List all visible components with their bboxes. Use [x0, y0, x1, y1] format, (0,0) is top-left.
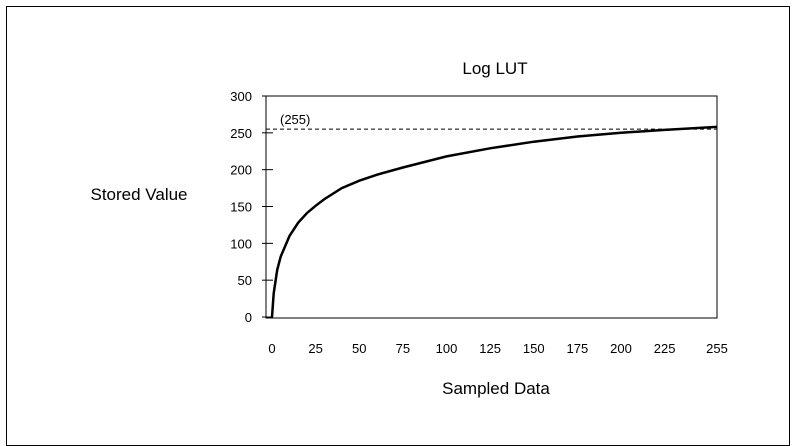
x-tick-label: 200 — [610, 341, 632, 356]
x-tick-label: 255 — [706, 341, 728, 356]
y-tick-label: 100 — [230, 236, 252, 251]
x-tick-label: 225 — [654, 341, 676, 356]
y-tick-label: 200 — [230, 163, 252, 178]
series-line — [270, 125, 718, 318]
chart-title: Log LUT — [462, 59, 527, 78]
y-tick-label: 50 — [238, 273, 252, 288]
y-axis-label: Stored Value — [90, 185, 187, 204]
y-tick-label: 250 — [230, 126, 252, 141]
x-tick-label: 125 — [479, 341, 501, 356]
x-tick-label: 25 — [308, 341, 322, 356]
x-tick-label: 75 — [396, 341, 410, 356]
x-tick-label: 175 — [567, 341, 589, 356]
x-tick-label: 150 — [523, 341, 545, 356]
chart-frame — [6, 6, 790, 446]
x-tick-label: 0 — [268, 341, 275, 356]
x-tick-label: 100 — [436, 341, 458, 356]
x-tick-label: 50 — [352, 341, 366, 356]
reference-label: (255) — [280, 112, 310, 127]
y-tick-label: 150 — [230, 200, 252, 215]
y-tick-label: 0 — [245, 310, 252, 325]
x-axis-label: Sampled Data — [442, 379, 550, 398]
y-tick-label: 300 — [230, 89, 252, 104]
